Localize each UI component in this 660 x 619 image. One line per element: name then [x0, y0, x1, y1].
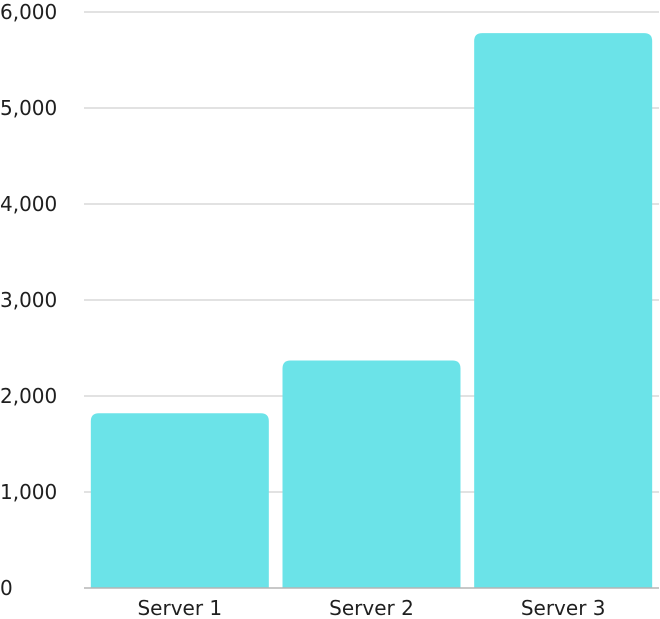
y-tick-label: 6,000 [0, 0, 57, 24]
y-tick-label: 2,000 [0, 384, 57, 408]
bars [90, 33, 653, 589]
x-category-label: Server 3 [521, 596, 606, 619]
bar-server-1 [90, 413, 269, 588]
y-tick-label: 4,000 [0, 192, 57, 216]
y-tick-label: 5,000 [0, 96, 57, 120]
bar-server-2 [282, 360, 461, 588]
y-axis-tick-labels: 0 1,000 2,000 3,000 4,000 5,000 6,000 [0, 0, 57, 600]
y-tick-label: 1,000 [0, 480, 57, 504]
y-tick-label: 0 [0, 576, 13, 600]
bar-server-3 [474, 33, 653, 589]
x-category-label: Server 2 [329, 596, 414, 619]
x-axis-category-labels: Server 1 Server 2 Server 3 [137, 596, 605, 619]
x-category-label: Server 1 [137, 596, 222, 619]
y-tick-label: 3,000 [0, 288, 57, 312]
